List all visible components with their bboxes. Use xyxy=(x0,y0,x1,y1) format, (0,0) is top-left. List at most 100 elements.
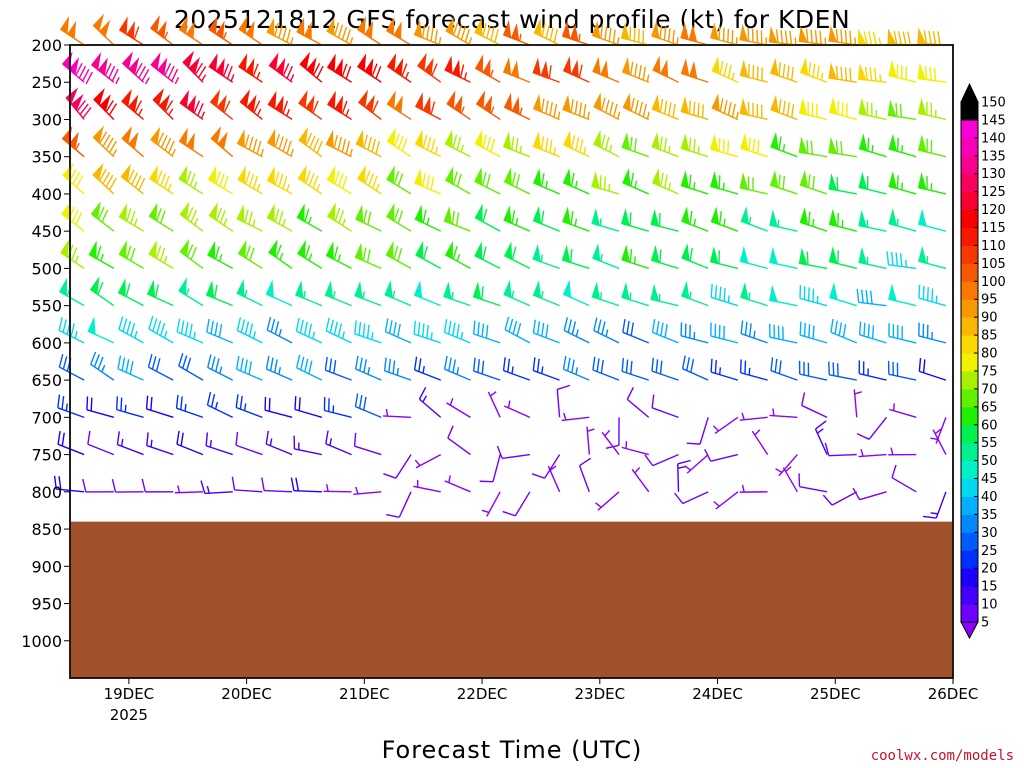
barb-pennant xyxy=(414,204,423,224)
barb-staff xyxy=(514,491,531,517)
wind-barb xyxy=(152,88,174,120)
barb-pennant xyxy=(651,131,660,151)
barb-staff xyxy=(234,489,263,493)
barb-pennant xyxy=(59,15,70,35)
barb-half xyxy=(451,291,454,300)
y-tick-label: 700 xyxy=(31,408,62,427)
barb-half xyxy=(171,148,176,157)
barb-pennant xyxy=(385,16,395,36)
barb-full xyxy=(719,98,724,112)
wind-barb xyxy=(265,279,293,307)
barb-full xyxy=(126,245,132,259)
barb-full xyxy=(182,355,188,369)
barb-staff xyxy=(148,366,174,381)
barb-full xyxy=(367,136,372,151)
wind-barb xyxy=(267,128,294,158)
wind-barb xyxy=(207,165,234,195)
barb-full xyxy=(282,63,290,77)
barb-pennant xyxy=(157,57,168,76)
barb-pennant xyxy=(393,95,403,114)
wind-barb xyxy=(887,99,917,121)
barb-half xyxy=(349,37,354,45)
barb-pennant xyxy=(209,89,221,108)
wind-barb xyxy=(266,203,293,232)
barb-pennant xyxy=(532,131,542,151)
barb-pennant xyxy=(570,23,579,43)
barb-full xyxy=(105,137,114,150)
barb-half xyxy=(930,437,938,441)
barb-full xyxy=(681,355,686,369)
barb-pennant xyxy=(414,168,423,187)
barb-staff xyxy=(859,372,887,381)
barb-full xyxy=(545,25,550,39)
barb-full xyxy=(570,249,573,263)
barb-full xyxy=(397,323,401,338)
barb-pennant xyxy=(364,57,374,77)
barb-full xyxy=(366,324,370,339)
barb-full xyxy=(167,65,175,79)
barb-staff xyxy=(888,335,917,344)
barb-half xyxy=(820,72,824,81)
barb-full xyxy=(155,358,161,372)
barb-staff xyxy=(90,363,115,381)
barb-full xyxy=(472,357,476,372)
barb-full xyxy=(549,102,553,116)
colorbar-segment xyxy=(961,568,978,587)
barb-full xyxy=(430,101,436,115)
barb-pennant xyxy=(799,169,809,189)
wind-barb xyxy=(325,129,353,158)
wind-barb xyxy=(651,20,679,46)
wind-barb xyxy=(532,168,560,195)
barb-full xyxy=(375,140,380,155)
barb-full xyxy=(102,171,111,185)
y-tick-label: 400 xyxy=(31,185,62,204)
barb-full xyxy=(239,395,243,410)
barb-full xyxy=(452,171,458,185)
barb-full xyxy=(511,136,515,150)
barb-full xyxy=(159,210,166,224)
wind-barb xyxy=(354,242,382,270)
barb-full xyxy=(798,473,801,487)
barb-staff xyxy=(935,491,947,519)
wind-barb xyxy=(235,431,263,456)
barb-full xyxy=(278,24,283,39)
wind-barb xyxy=(176,430,204,456)
barb-full xyxy=(397,248,403,262)
wind-barb xyxy=(547,465,561,493)
y-tick-label: 650 xyxy=(31,371,62,390)
barb-pennant xyxy=(828,96,838,116)
y-tick-label: 900 xyxy=(31,557,62,576)
barb-pennant xyxy=(592,243,601,262)
barb-pennant xyxy=(769,209,779,228)
barb-full xyxy=(656,320,660,335)
barb-half xyxy=(434,146,439,155)
barb-full xyxy=(90,397,93,412)
barb-pennant xyxy=(89,276,100,295)
barb-pennant xyxy=(711,93,720,113)
barb-pennant xyxy=(303,21,312,41)
barb-full xyxy=(727,140,730,154)
barb-full xyxy=(362,247,367,261)
y-axis: 2002503003504004505005506006507007508008… xyxy=(21,36,70,651)
barb-full xyxy=(899,253,903,267)
barb-staff xyxy=(325,369,352,381)
barb-staff xyxy=(87,443,115,456)
colorbar-label: 50 xyxy=(981,454,998,469)
barb-full xyxy=(937,31,941,45)
barb-half xyxy=(184,403,187,412)
barb-full xyxy=(816,65,820,79)
wind-barb xyxy=(87,430,115,456)
wind-barb xyxy=(296,203,323,232)
wind-barb xyxy=(798,247,828,270)
barb-staff xyxy=(413,333,441,344)
barb-full xyxy=(184,322,189,336)
wind-barb xyxy=(294,396,323,419)
barb-staff xyxy=(918,335,947,344)
barb-half xyxy=(812,219,815,227)
wind-barb xyxy=(601,429,620,456)
wind-barb xyxy=(174,485,204,494)
wind-barb xyxy=(385,16,412,46)
barb-staff xyxy=(622,331,650,344)
barb-full xyxy=(333,246,339,260)
